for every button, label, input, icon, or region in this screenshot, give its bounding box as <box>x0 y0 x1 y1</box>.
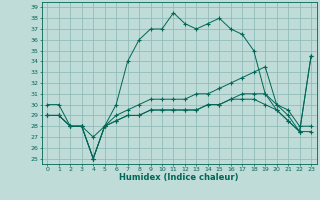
X-axis label: Humidex (Indice chaleur): Humidex (Indice chaleur) <box>119 173 239 182</box>
